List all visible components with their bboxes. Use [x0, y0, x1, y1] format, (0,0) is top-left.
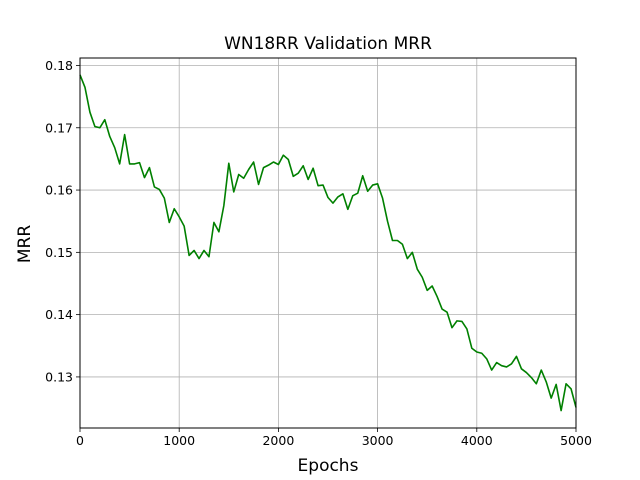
series-line	[79, 74, 577, 412]
y-tick-label: 0.18	[45, 58, 73, 73]
x-tick-label: 0	[76, 433, 84, 448]
plot-frame	[79, 57, 577, 429]
x-tick-label: 2000	[262, 433, 294, 448]
series-group	[79, 74, 577, 412]
x-tick-label: 3000	[362, 433, 394, 448]
ticks: 0 1000 2000 3000 4000 5000 0.13 0.14 0.15 0.16 0.1…	[45, 58, 592, 448]
y-axis-label: MRR	[15, 225, 35, 263]
chart-title: WN18RR Validation MRR	[224, 34, 432, 54]
y-tick-label: 0.17	[45, 120, 73, 135]
x-tick-label: 5000	[560, 433, 592, 448]
y-tick-label: 0.15	[45, 245, 73, 260]
grid	[79, 58, 577, 428]
y-tick-label: 0.16	[45, 183, 73, 198]
x-tick-label: 1000	[163, 433, 195, 448]
y-tick-label: 0.13	[45, 369, 73, 384]
x-axis-label: Epochs	[298, 456, 359, 476]
x-tick-label: 4000	[461, 433, 493, 448]
y-tick-label: 0.14	[45, 307, 73, 322]
